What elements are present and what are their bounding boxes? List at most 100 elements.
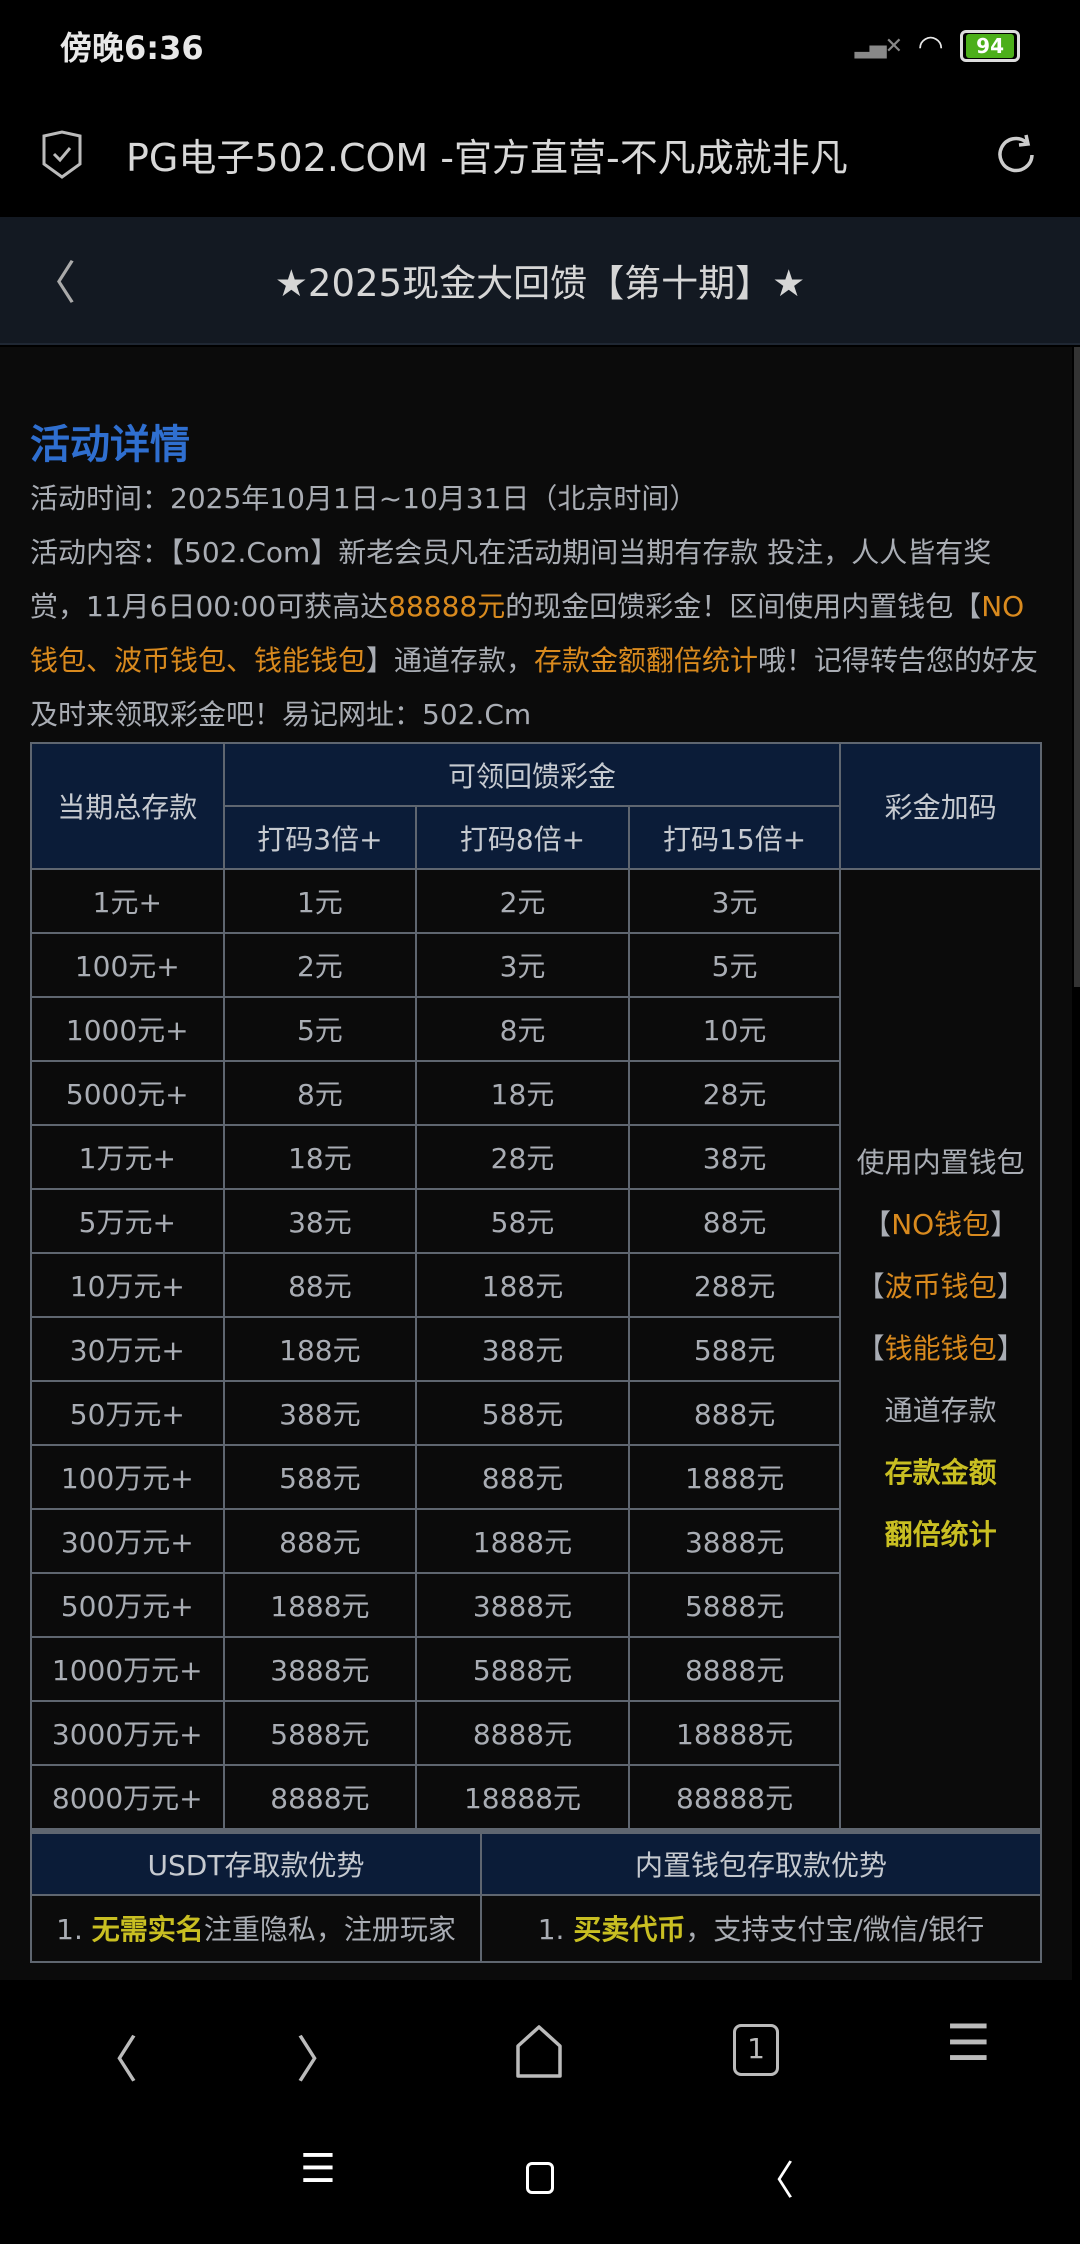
- bonus-8x-cell: 28元: [415, 1124, 630, 1190]
- deposit-cell: 8000万元+: [30, 1764, 225, 1830]
- tabs-button[interactable]: 1: [733, 2024, 779, 2076]
- table-row: 300万元+ 888元 1888元 3888元: [30, 1508, 1041, 1574]
- bonus-8x-cell: 8元: [415, 996, 630, 1062]
- deposit-cell: 50万元+: [30, 1380, 225, 1446]
- bonus-8x-cell: 3888元: [415, 1572, 630, 1638]
- page-header: 〈 ★2025现金大回馈【第十期】★: [0, 217, 1080, 345]
- deposit-cell: 100万元+: [30, 1444, 225, 1510]
- wallet-header: 内置钱包存取款优势: [480, 1831, 1042, 1896]
- bonus-15x-cell: 888元: [627, 1380, 842, 1446]
- bonus-15x-cell: 38元: [627, 1124, 842, 1190]
- header-bonus: 可领回馈彩金: [222, 742, 842, 807]
- bonus-3x-cell: 388元: [222, 1380, 418, 1446]
- reload-icon[interactable]: [992, 131, 1040, 179]
- wifi-icon: ◠: [919, 28, 943, 64]
- bonus-15x-cell: 88元: [627, 1188, 842, 1254]
- header-15x: 打码15倍+: [627, 805, 842, 870]
- header-deposit: 当期总存款: [30, 742, 225, 870]
- deposit-cell: 1元+: [30, 868, 225, 934]
- table-row: 30万元+ 188元 388元 588元: [30, 1316, 1041, 1382]
- back-icon[interactable]: 〈: [30, 256, 76, 310]
- deposit-cell: 1万元+: [30, 1124, 225, 1190]
- bonus-15x-cell: 5888元: [627, 1572, 842, 1638]
- table-row: 100元+ 2元 3元 5元: [30, 932, 1041, 998]
- table-row: 3000万元+ 5888元 8888元 18888元: [30, 1700, 1041, 1766]
- deposit-cell: 5万元+: [30, 1188, 225, 1254]
- bonus-15x-cell: 10元: [627, 996, 842, 1062]
- header-8x: 打码8倍+: [415, 805, 630, 870]
- system-back-icon[interactable]: 〈: [754, 2158, 794, 2204]
- forward-nav-icon[interactable]: 〉: [296, 2031, 346, 2089]
- bonus-table: 当期总存款 可领回馈彩金 彩金加码 打码3倍+ 打码8倍+ 打码15倍+ 1元+ 1元 2元…: [30, 742, 1042, 1830]
- system-recents-icon[interactable]: ☰: [300, 2146, 336, 2192]
- bonus-15x-cell: 28元: [627, 1060, 842, 1126]
- bonus-15x-cell: 5元: [627, 932, 842, 998]
- status-bar: 傍晚6:36 ▂▄✕ ◠ 94: [0, 0, 1080, 92]
- bonus-8x-cell: 5888元: [415, 1636, 630, 1702]
- bonus-3x-cell: 8888元: [222, 1764, 418, 1830]
- wallet-advantage-1: 1. 买卖代币，支持支付宝/微信/银行: [480, 1894, 1042, 1963]
- bonus-8x-cell: 18888元: [415, 1764, 630, 1830]
- bonus-3x-cell: 2元: [222, 932, 418, 998]
- table-row: 100万元+ 588元 888元 1888元: [30, 1444, 1041, 1510]
- usdt-header: USDT存取款优势: [30, 1831, 482, 1896]
- table-row: 1元+ 1元 2元 3元 使用内置钱包 【NO钱包】 【波币钱包】 【钱能钱包】 通道存款 存款金…: [30, 868, 1042, 1830]
- clock: 傍晚6:36: [60, 29, 204, 67]
- deposit-cell: 100元+: [30, 932, 225, 998]
- bonus-8x-cell: 388元: [415, 1316, 630, 1382]
- deposit-cell: 1000万元+: [30, 1636, 225, 1702]
- scrollbar[interactable]: [1074, 347, 1080, 987]
- bonus-3x-cell: 5888元: [222, 1700, 418, 1766]
- table-row: 1000万元+ 3888元 5888元 8888元: [30, 1636, 1041, 1702]
- table-row: 5000元+ 8元 18元 28元: [30, 1060, 1041, 1126]
- bonus-8x-cell: 888元: [415, 1444, 630, 1510]
- bonus-8x-cell: 2元: [415, 868, 630, 934]
- bonus-15x-cell: 8888元: [627, 1636, 842, 1702]
- system-home-icon[interactable]: [526, 2162, 554, 2194]
- section-heading: 活动详情: [30, 422, 190, 468]
- shield-icon: [42, 129, 82, 179]
- header-3x: 打码3倍+: [222, 805, 418, 870]
- bonus-3x-cell: 888元: [222, 1508, 418, 1574]
- bonus-8x-cell: 3元: [415, 932, 630, 998]
- bonus-3x-cell: 18元: [222, 1124, 418, 1190]
- browser-toolbar: 〈 〉 1 ☰ ☰ 〈: [0, 1980, 1080, 2244]
- menu-icon[interactable]: ☰: [946, 2014, 991, 2072]
- page-title-url[interactable]: PG电子502.COM -官方直营-不凡成就非凡: [126, 136, 848, 180]
- bonus-3x-cell: 1元: [222, 868, 418, 934]
- bonus-8x-cell: 1888元: [415, 1508, 630, 1574]
- activity-time: 活动时间：2025年10月1日~10月31日（北京时间）: [30, 482, 698, 515]
- bonus-15x-cell: 3888元: [627, 1508, 842, 1574]
- bonus-3x-cell: 8元: [222, 1060, 418, 1126]
- usdt-advantage-1: 1. 无需实名注重隐私，注册玩家: [30, 1894, 482, 1963]
- table-row: 50万元+ 388元 588元 888元: [30, 1380, 1041, 1446]
- signal-icon: ▂▄✕: [854, 33, 903, 59]
- back-nav-icon[interactable]: 〈: [88, 2031, 138, 2089]
- bonus-15x-cell: 18888元: [627, 1700, 842, 1766]
- address-bar[interactable]: PG电子502.COM -官方直营-不凡成就非凡: [0, 92, 1080, 217]
- battery-icon: 94: [960, 30, 1020, 62]
- table-row: 1万元+ 18元 28元 38元: [30, 1124, 1041, 1190]
- activity-content: 活动详情 活动时间：2025年10月1日~10月31日（北京时间） 活动内容：【…: [0, 347, 1072, 1980]
- deposit-cell: 1000元+: [30, 996, 225, 1062]
- bonus-3x-cell: 188元: [222, 1316, 418, 1382]
- bonus-extra-cell: 使用内置钱包 【NO钱包】 【波币钱包】 【钱能钱包】 通道存款 存款金额 翻倍统计: [839, 868, 1042, 1830]
- bonus-8x-cell: 588元: [415, 1380, 630, 1446]
- bonus-15x-cell: 588元: [627, 1316, 842, 1382]
- deposit-cell: 3000万元+: [30, 1700, 225, 1766]
- bonus-8x-cell: 8888元: [415, 1700, 630, 1766]
- advantages-table: USDT存取款优势 内置钱包存取款优势 1. 无需实名注重隐私，注册玩家 1. 买…: [30, 1830, 1042, 1963]
- bonus-3x-cell: 38元: [222, 1188, 418, 1254]
- table-row: 5万元+ 38元 58元 88元: [30, 1188, 1041, 1254]
- bonus-15x-cell: 3元: [627, 868, 842, 934]
- bonus-15x-cell: 288元: [627, 1252, 842, 1318]
- home-icon[interactable]: [514, 2024, 564, 2080]
- table-row: 10万元+ 88元 188元 288元: [30, 1252, 1041, 1318]
- deposit-cell: 10万元+: [30, 1252, 225, 1318]
- bonus-15x-cell: 1888元: [627, 1444, 842, 1510]
- bonus-8x-cell: 18元: [415, 1060, 630, 1126]
- bonus-3x-cell: 1888元: [222, 1572, 418, 1638]
- deposit-cell: 300万元+: [30, 1508, 225, 1574]
- bonus-8x-cell: 58元: [415, 1188, 630, 1254]
- deposit-cell: 30万元+: [30, 1316, 225, 1382]
